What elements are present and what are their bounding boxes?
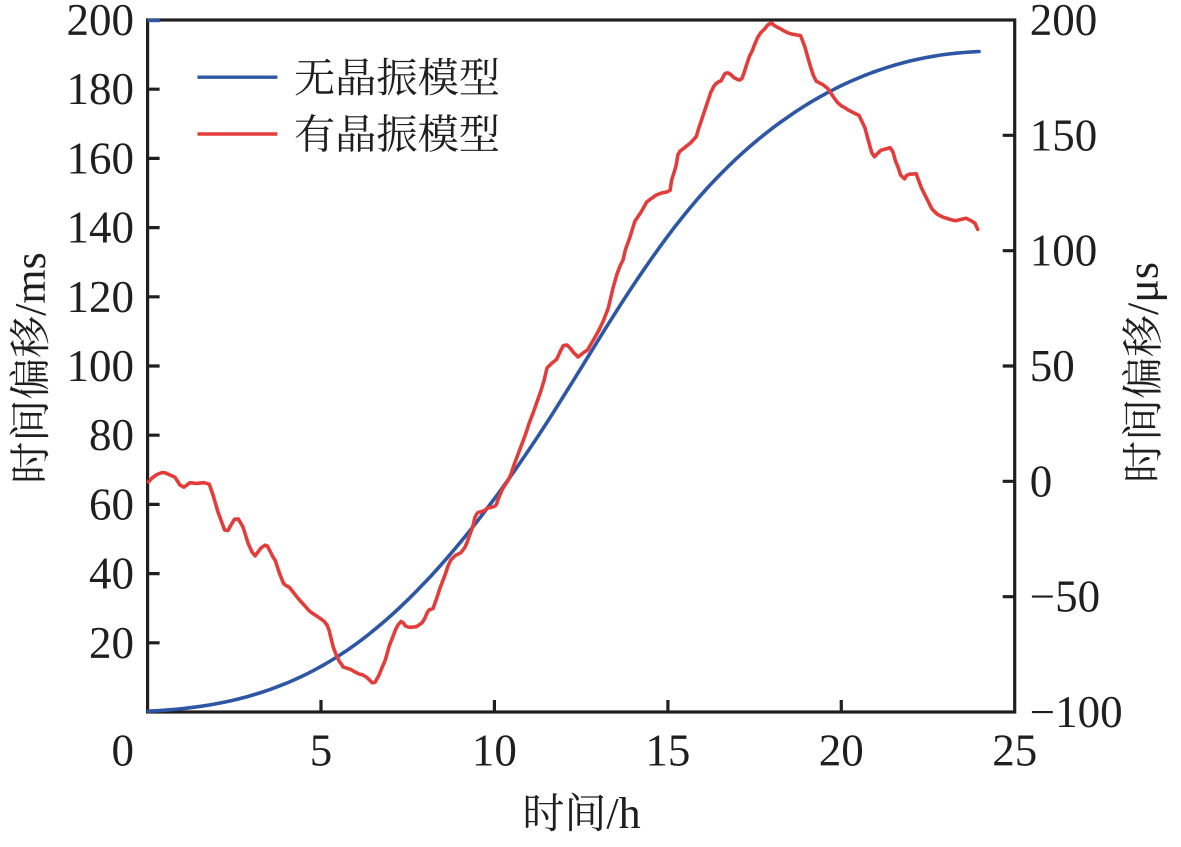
svg-text:150: 150: [1030, 110, 1098, 160]
svg-text:10: 10: [472, 725, 517, 775]
svg-text:0: 0: [1030, 456, 1053, 506]
svg-text:−50: −50: [1030, 572, 1100, 622]
svg-text:5: 5: [310, 725, 333, 775]
svg-text:60: 60: [89, 479, 134, 529]
svg-text:160: 160: [67, 133, 135, 183]
svg-text:180: 180: [67, 64, 135, 114]
svg-text:120: 120: [67, 272, 135, 322]
svg-text:200: 200: [1030, 0, 1098, 45]
svg-text:/μs: /μs: [1119, 262, 1168, 315]
svg-text:0: 0: [112, 725, 135, 775]
svg-text:100: 100: [67, 341, 135, 391]
svg-text:20: 20: [89, 618, 134, 668]
svg-text:20: 20: [819, 725, 864, 775]
svg-text:15: 15: [645, 725, 690, 775]
svg-text:/h: /h: [606, 789, 640, 838]
svg-text:200: 200: [67, 0, 135, 45]
svg-text:/ms: /ms: [6, 252, 55, 316]
svg-text:140: 140: [67, 203, 135, 253]
svg-text:40: 40: [89, 549, 134, 599]
svg-text:80: 80: [89, 410, 134, 460]
svg-text:−100: −100: [1030, 687, 1123, 737]
svg-text:50: 50: [1030, 341, 1075, 391]
svg-text:100: 100: [1030, 226, 1098, 276]
